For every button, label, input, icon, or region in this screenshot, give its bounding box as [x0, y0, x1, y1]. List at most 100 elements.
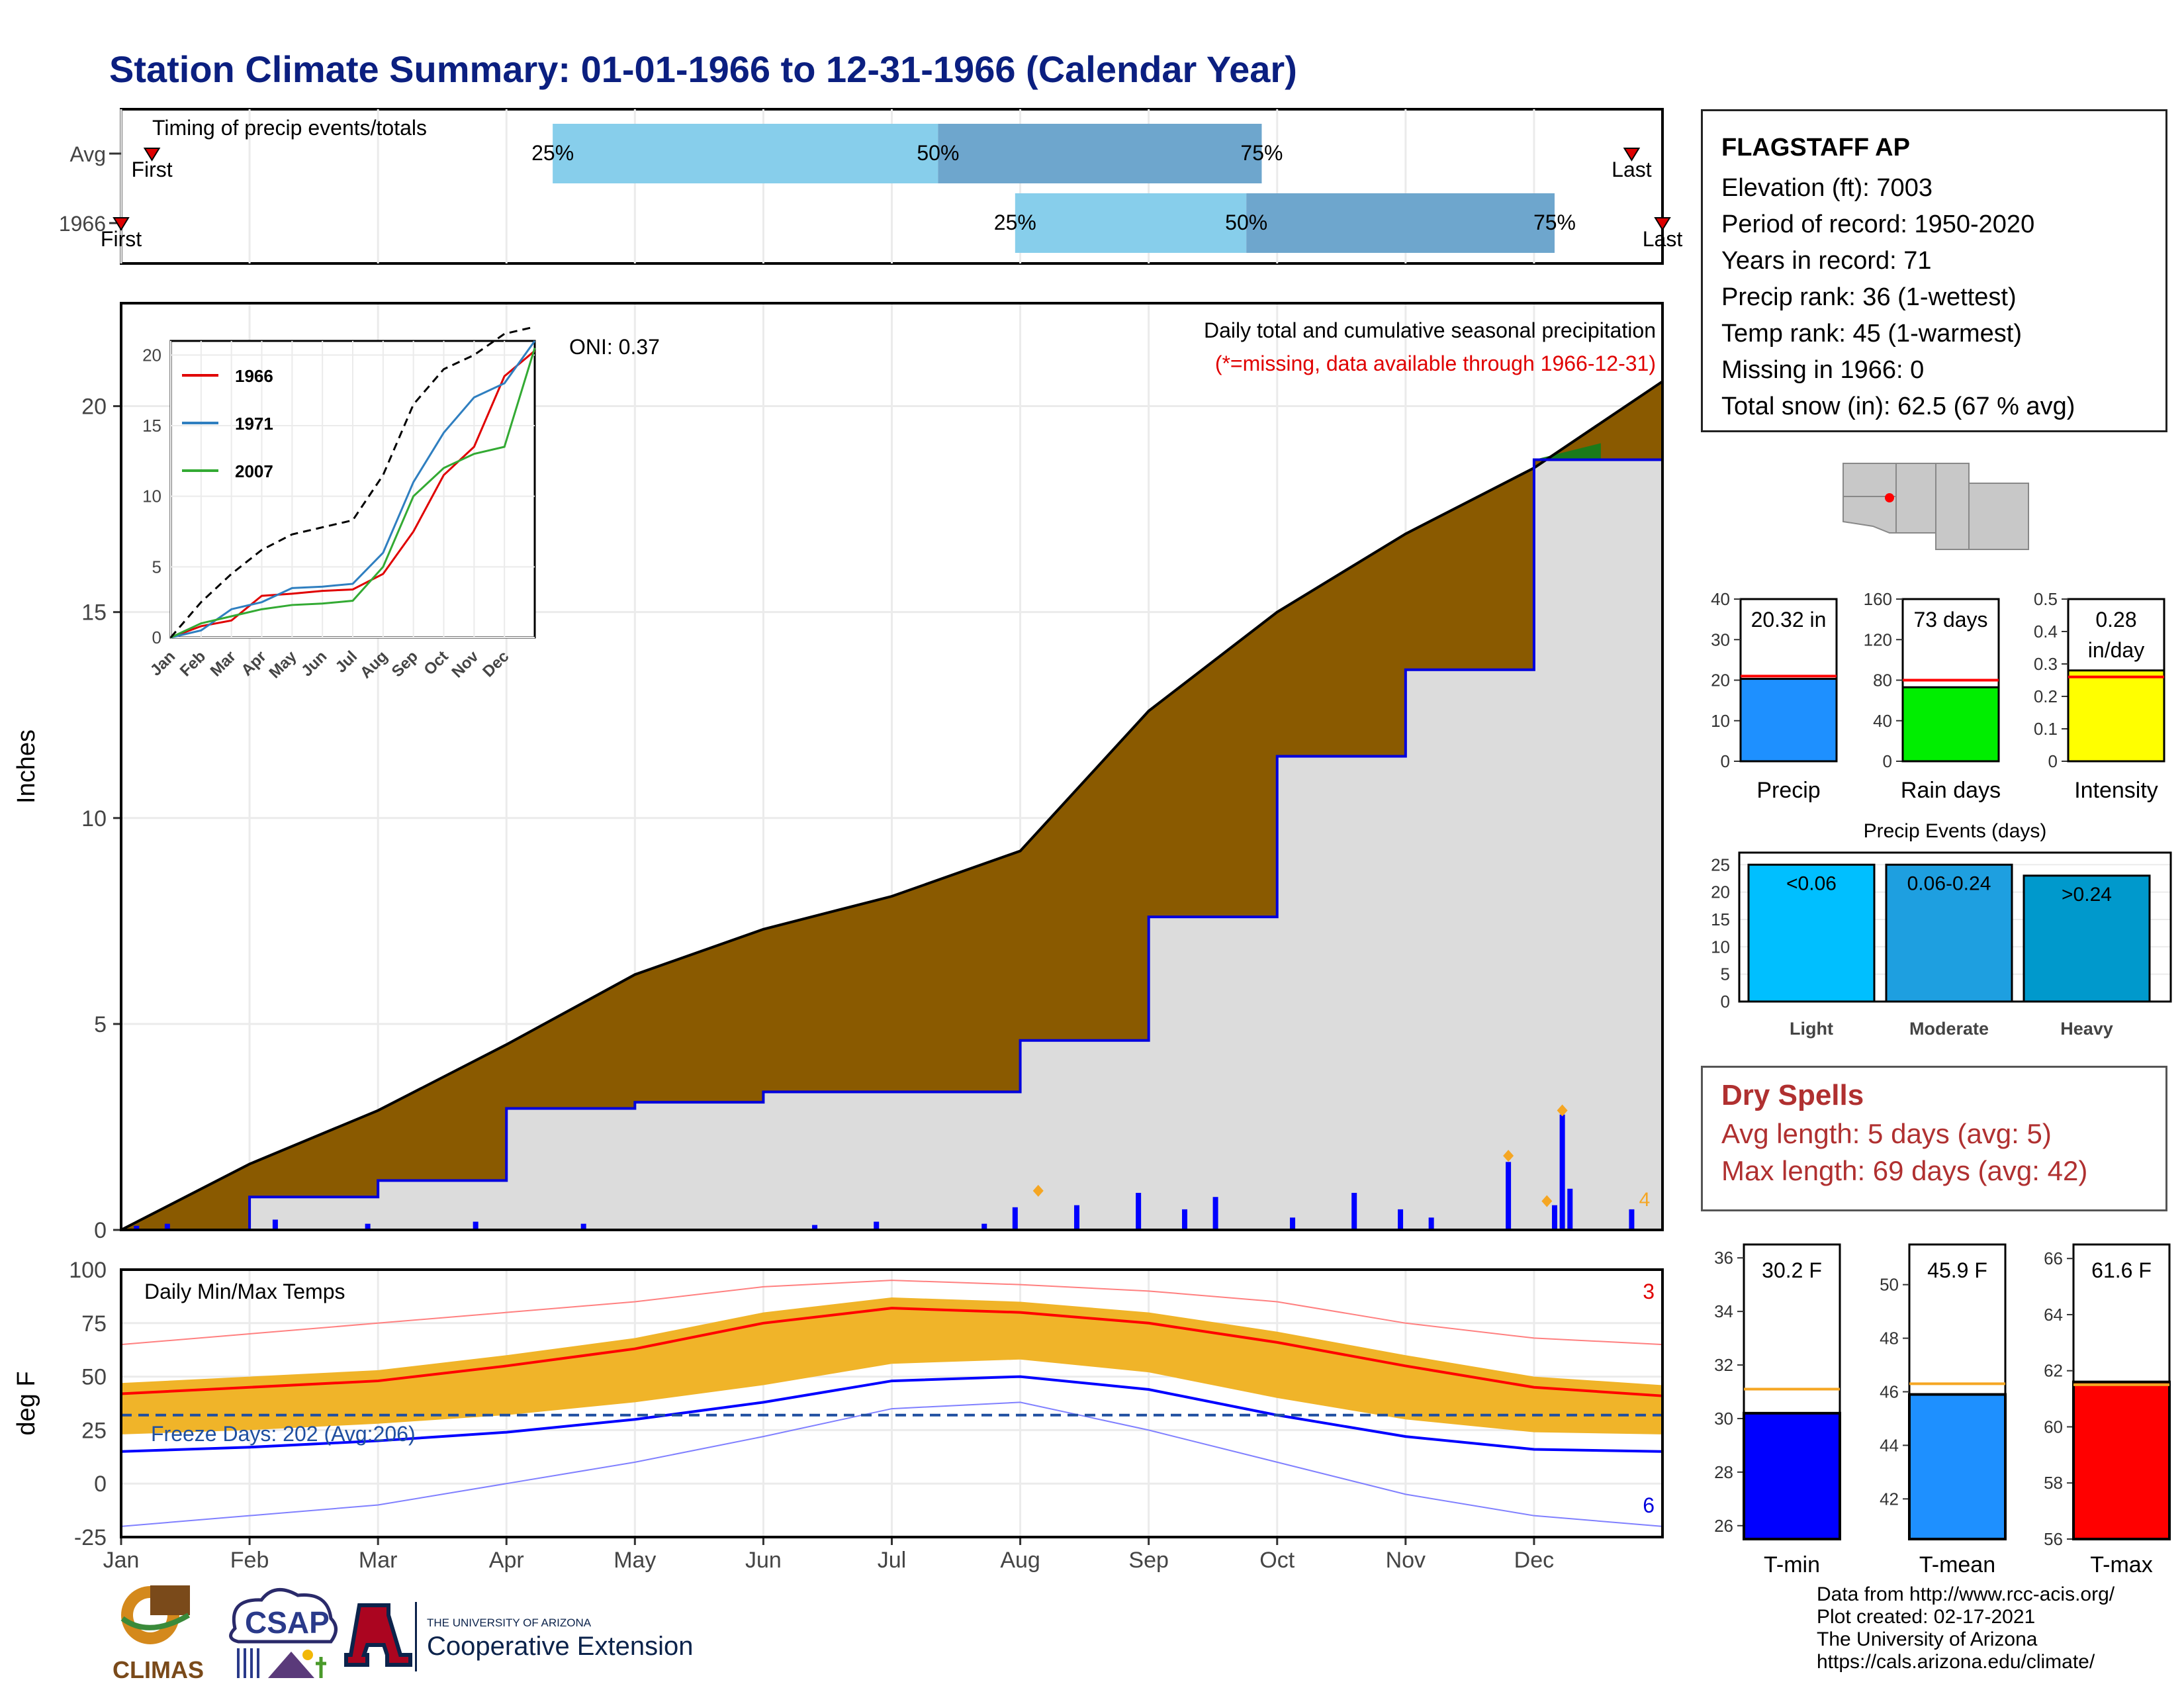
daily-precip-bar — [1629, 1209, 1635, 1230]
temp-bar-name: T-max — [2090, 1552, 2152, 1577]
daily-precip-bar — [812, 1225, 818, 1230]
daily-precip-bar — [1559, 1114, 1565, 1230]
record-high-count: 3 — [1643, 1280, 1655, 1303]
temp-month-label: Aug — [1000, 1548, 1040, 1573]
inset-legend-label: 1966 — [235, 366, 273, 386]
timing-last-label: Last — [1612, 158, 1652, 181]
temp-month-label: Nov — [1386, 1548, 1426, 1573]
page-title: Station Climate Summary: 01-01-1966 to 1… — [109, 48, 1297, 90]
summary-tick-label: 40 — [1711, 589, 1730, 609]
inset-series-line — [170, 348, 536, 639]
station-missing: Missing in 1966: 0 — [1721, 356, 1925, 384]
summary-tick-label: 0.2 — [2034, 686, 2058, 706]
timing-q75-label: 75% — [1533, 211, 1576, 234]
precip-count-label: 4 — [1639, 1189, 1651, 1211]
event-bar — [1747, 863, 1876, 1003]
temp-bar-tick-label: 46 — [1880, 1382, 1899, 1402]
precip-frame — [120, 302, 1664, 1231]
temp-bar-name: T-mean — [1919, 1552, 1995, 1577]
daily-precip-bar — [365, 1223, 371, 1230]
inset-legend-label: 2007 — [235, 461, 273, 481]
inset-series-line — [170, 350, 535, 639]
surplus-area — [1533, 443, 1601, 460]
dry-spells-title: Dry Spells — [1721, 1079, 1864, 1111]
timing-row-label: 1966 — [59, 212, 106, 236]
credits: Data from http://www.rcc-acis.org/ Plot … — [1817, 1583, 2115, 1673]
summary-value-label: 73 days — [1913, 608, 1987, 632]
precip-y-tick-label: 5 — [94, 1012, 107, 1037]
credit-plot-date: Plot created: 02-17-2021 — [1817, 1606, 2036, 1628]
events-tick-label: 5 — [1721, 964, 1730, 984]
record-high-line — [120, 1280, 1663, 1346]
temp-bar-tick-label: 44 — [1880, 1435, 1899, 1455]
temp-panel-label: Daily Min/Max Temps — [144, 1280, 345, 1303]
daily-precip-bar — [1551, 1205, 1557, 1230]
daily-precip-bar — [981, 1223, 987, 1230]
temp-month-label: Jun — [745, 1548, 782, 1573]
temp-summary-bars: 26 28 30 32 34 36 30.2 F T-min 42 44 46 48 50 45.9 F T… — [1714, 1243, 2171, 1577]
precip-y-axis-title: Inches — [13, 729, 40, 804]
temp-bar-tick-label: 36 — [1714, 1248, 1733, 1268]
summary-tick-label: 80 — [1873, 671, 1892, 690]
daily-precip-bar — [1428, 1217, 1434, 1230]
daily-precip-bar — [164, 1223, 170, 1230]
temp-bar-tick-label: 56 — [2044, 1529, 2063, 1549]
daily-precip-bar — [1136, 1193, 1142, 1230]
record-low-count: 6 — [1643, 1493, 1655, 1517]
temp-month-label: May — [614, 1548, 656, 1573]
temp-bar-tick-label: 28 — [1714, 1462, 1733, 1482]
temp-bar-tick-label: 66 — [2044, 1248, 2063, 1268]
temp-y-tick-label: 75 — [81, 1311, 107, 1336]
temp-bar-tick-label: 32 — [1714, 1355, 1733, 1375]
heavy-event-marker-icon — [1503, 1150, 1514, 1162]
logo-strip: CLIMAS CSAP THE UNIVERSITY OF ARIZONA Co… — [113, 1585, 693, 1683]
ua-small-text: THE UNIVERSITY OF ARIZONA — [427, 1617, 592, 1629]
temp-month-label: Mar — [359, 1548, 398, 1573]
station-marker-icon — [1885, 493, 1894, 502]
daily-precip-bar — [134, 1225, 140, 1230]
daily-precip-bar — [1567, 1188, 1573, 1230]
event-category-label: Moderate — [1909, 1019, 1989, 1039]
location-map — [1837, 457, 2035, 563]
timing-last-label: Last — [1643, 227, 1683, 251]
station-precip-rank: Precip rank: 36 (1-wettest) — [1721, 283, 2017, 311]
daily-precip-bar — [1212, 1197, 1218, 1230]
summary-tick-label: 0.5 — [2034, 589, 2058, 609]
temp-bar-value-label: 45.9 F — [1927, 1258, 1987, 1282]
event-category-label: Heavy — [2060, 1019, 2113, 1039]
summary-tick-label: 40 — [1873, 711, 1892, 731]
daily-precip-bar — [874, 1221, 880, 1230]
timing-first-label: First — [101, 227, 142, 251]
inset-legend-label: 1971 — [235, 414, 273, 434]
precip-y-tick-label: 15 — [81, 600, 107, 626]
dry-spells-box: Dry Spells Avg length: 5 days (avg: 5) M… — [1701, 1066, 2167, 1211]
summary-tick-label: 0 — [1883, 751, 1892, 771]
temp-bar-tick-label: 30 — [1714, 1409, 1733, 1429]
dry-spells-avg: Avg length: 5 days (avg: 5) — [1721, 1118, 2052, 1149]
timing-bar-q25-q50 — [1015, 193, 1247, 253]
station-name: FLAGSTAFF AP — [1721, 134, 1910, 162]
daily-precip-bar — [1182, 1209, 1188, 1230]
timing-bar-q50-q75 — [938, 124, 1262, 183]
event-bar-label: >0.24 — [2062, 884, 2112, 906]
summary-bar-name: Intensity — [2074, 778, 2158, 803]
summary-bars: 0 10 20 30 40 20.32 in Precip 0 40 80 120 160 73 day… — [1711, 589, 2165, 803]
events-tick-label: 15 — [1711, 910, 1730, 929]
summary-bar — [1739, 678, 1838, 763]
temp-y-tick-label: 50 — [81, 1365, 107, 1390]
daily-precip-bar — [272, 1219, 278, 1230]
timing-q75-label: 75% — [1240, 141, 1283, 165]
timing-bar-q50-q75 — [1246, 193, 1555, 253]
first-event-marker-icon — [113, 217, 130, 231]
inset-y-tick-label: 5 — [152, 557, 161, 577]
summary-value-unit: in/day — [2088, 638, 2144, 662]
timing-q25-label: 25% — [531, 141, 574, 165]
daily-precip-bar — [1012, 1207, 1018, 1230]
csap-logo-text: CSAP — [245, 1605, 330, 1640]
csap-logo: CSAP — [229, 1588, 338, 1678]
summary-tick-label: 0 — [1721, 751, 1730, 771]
event-bar — [2023, 874, 2151, 1003]
precip-subtitle: Daily total and cumulative seasonal prec… — [1204, 318, 1656, 342]
cumulative-area — [121, 393, 1662, 1230]
station-snow: Total snow (in): 62.5 (67 % avg) — [1721, 393, 2075, 420]
